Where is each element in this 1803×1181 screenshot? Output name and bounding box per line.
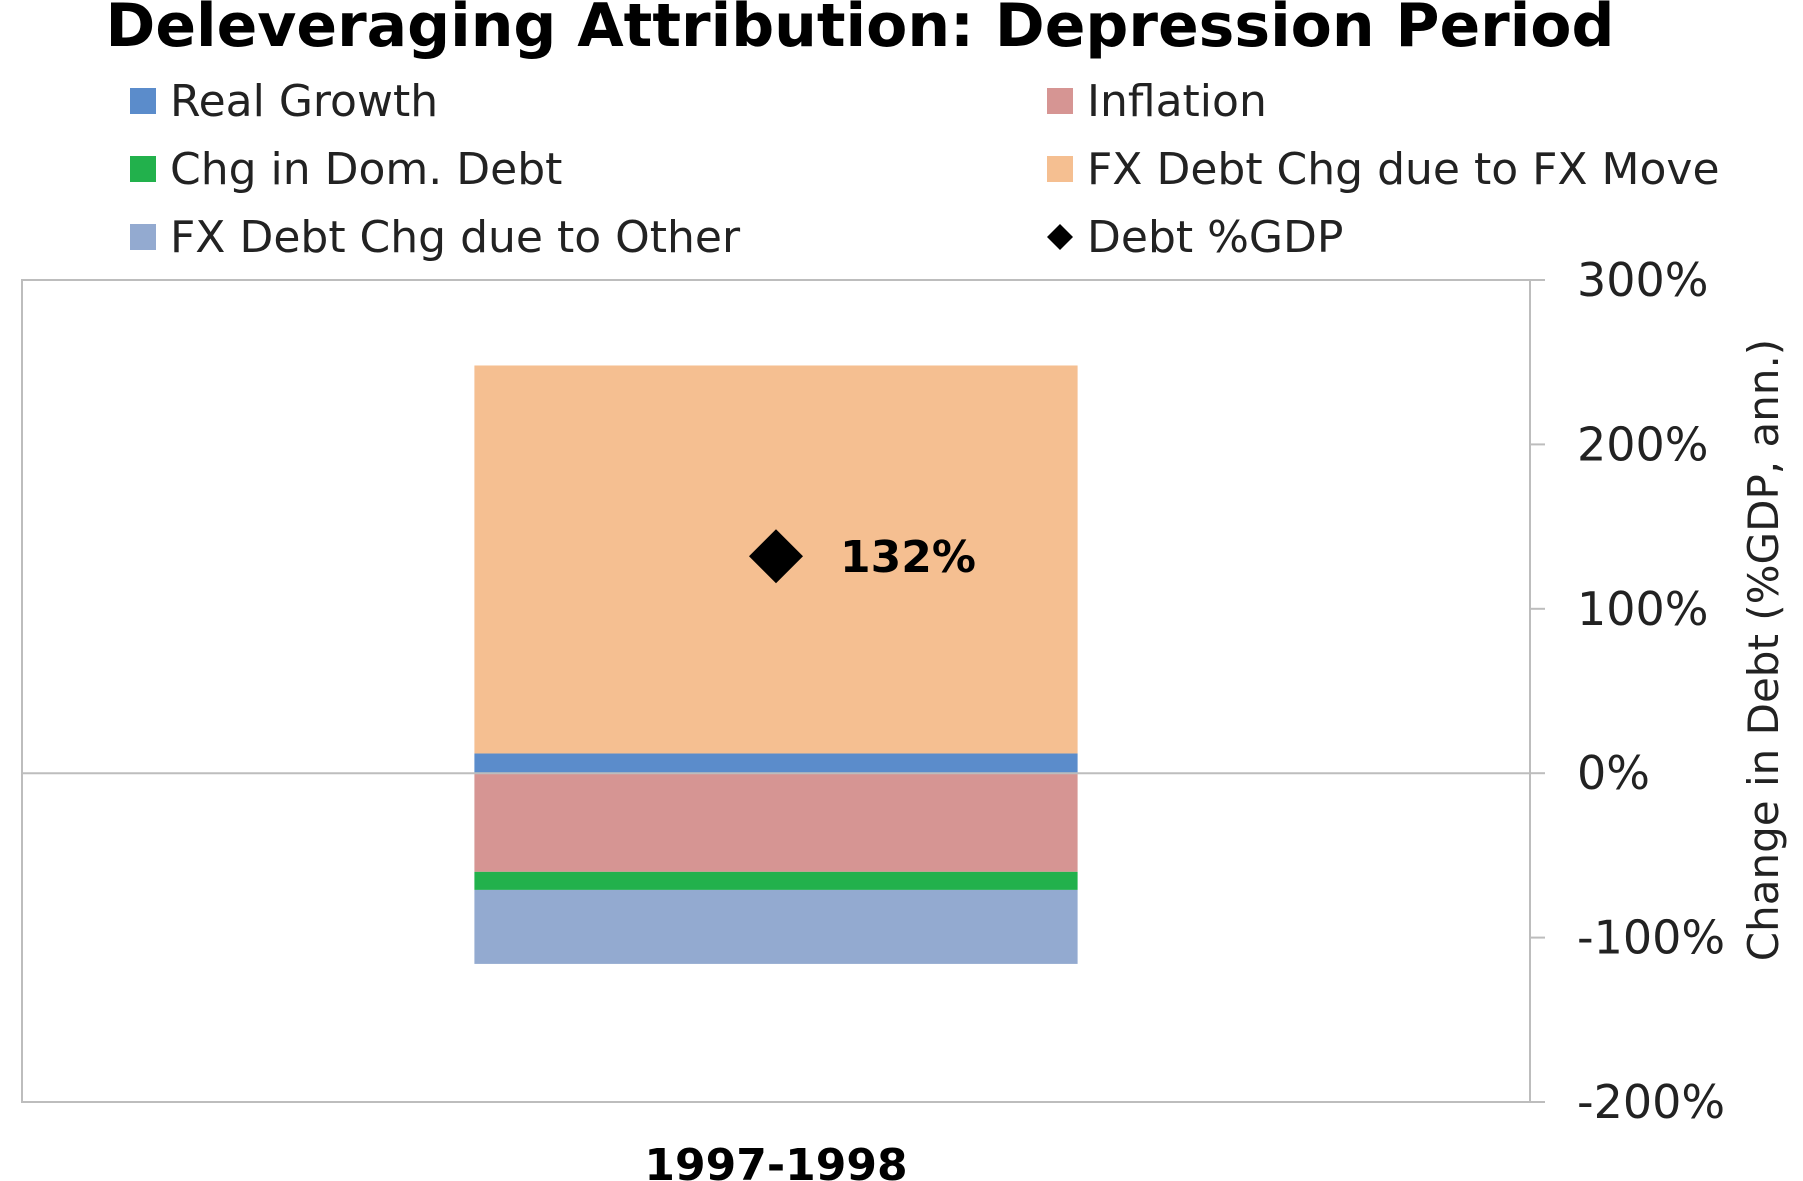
legend-label: FX Debt Chg due to Other	[170, 212, 741, 263]
legend-label: FX Debt Chg due to FX Move	[1087, 144, 1720, 195]
legend: Real Growth Inflation Chg in Dom. Debt FX D…	[130, 76, 1720, 263]
y-tick-label: -200%	[1577, 1075, 1725, 1129]
bar-segment-chg-in-dom-debt	[474, 871, 1078, 890]
legend-swatch	[130, 224, 156, 250]
legend-marker-diamond	[1047, 224, 1073, 250]
y-tick-label: 0%	[1577, 746, 1650, 800]
legend-label: Real Growth	[170, 76, 438, 127]
legend-swatch	[1047, 88, 1073, 114]
chart-title: Deleveraging Attribution: Depression Per…	[106, 0, 1615, 61]
x-axis: 1997-1998	[644, 1140, 907, 1181]
y-tick-label: 200%	[1577, 417, 1709, 471]
legend-swatch	[130, 156, 156, 182]
legend-label: Inflation	[1087, 76, 1267, 127]
y-axis-label: Change in Debt (%GDP, ann.)	[1739, 339, 1788, 961]
bars	[474, 365, 1078, 964]
y-axis: 300% 200% 100% 0% -100% -200%	[1530, 253, 1725, 1129]
x-category-label: 1997-1998	[644, 1140, 907, 1181]
legend-label: Chg in Dom. Debt	[170, 144, 562, 195]
y-tick-label: 100%	[1577, 582, 1709, 636]
legend-swatch	[130, 88, 156, 114]
y-tick-label: 300%	[1577, 253, 1709, 307]
bar-segment-inflation	[474, 773, 1078, 872]
bar-segment-fx-debt-chg-due-to-other	[474, 889, 1078, 964]
markers: 132%	[749, 529, 976, 584]
debt-gdp-marker	[749, 529, 803, 584]
legend-swatch	[1047, 156, 1073, 182]
y-tick-label: -100%	[1577, 911, 1725, 965]
data-label: 132%	[840, 532, 976, 583]
legend-label: Debt %GDP	[1087, 212, 1343, 263]
bar-segment-real-growth	[474, 753, 1078, 774]
